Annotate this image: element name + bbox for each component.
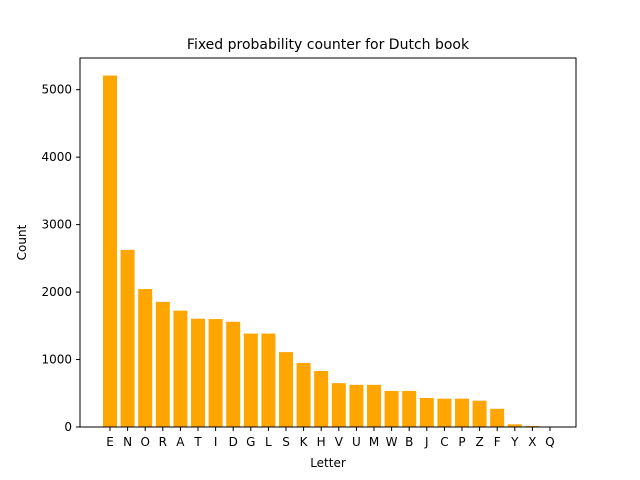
bars-group: [103, 75, 557, 427]
x-axis-label: Letter: [310, 456, 346, 470]
bar-P: [455, 398, 469, 427]
y-tick-label: 3000: [41, 218, 72, 232]
y-axis-label: Count: [15, 224, 29, 260]
x-tick-label: T: [193, 435, 202, 449]
x-tick-label: A: [176, 435, 185, 449]
y-axis-ticks: 0 1000 2000 3000 4000 5000: [41, 83, 80, 434]
x-tick-label: K: [300, 435, 309, 449]
x-tick-label: Q: [545, 435, 554, 449]
x-tick-label: C: [440, 435, 448, 449]
bar-T: [191, 318, 205, 427]
bar-B: [402, 390, 417, 427]
bar-C: [437, 398, 452, 427]
x-tick-label: N: [123, 435, 132, 449]
y-tick-label: 1000: [41, 353, 72, 367]
bar-F: [490, 408, 505, 427]
x-tick-label: B: [405, 435, 413, 449]
y-tick-label: 0: [64, 420, 72, 434]
bar-O: [138, 289, 153, 427]
x-tick-label: X: [528, 435, 536, 449]
x-tick-label: P: [458, 435, 465, 449]
bar-W: [384, 390, 399, 427]
x-tick-label: V: [335, 435, 344, 449]
bar-M: [367, 384, 381, 427]
x-tick-label: G: [246, 435, 255, 449]
y-tick-label: 4000: [41, 150, 72, 164]
x-tick-label: O: [140, 435, 149, 449]
bar-Z: [472, 400, 487, 427]
bar-H: [314, 371, 329, 427]
x-tick-label: M: [369, 435, 379, 449]
bar-R: [155, 301, 170, 427]
y-tick-label: 2000: [41, 285, 72, 299]
bar-J: [419, 397, 434, 427]
bar-G: [243, 333, 258, 427]
bar-I: [208, 319, 223, 427]
bar-L: [261, 333, 276, 427]
x-tick-label: W: [386, 435, 398, 449]
bar-N: [120, 249, 135, 427]
x-tick-label: F: [494, 435, 501, 449]
chart-title: Fixed probability counter for Dutch book: [187, 37, 470, 53]
bar-Y: [507, 424, 522, 427]
y-tick-label: 5000: [41, 83, 72, 97]
bar-U: [349, 384, 364, 427]
bar-A: [173, 310, 188, 427]
bar-X: [525, 425, 540, 427]
x-tick-label: Y: [510, 435, 519, 449]
bar-D: [226, 321, 241, 427]
x-tick-label: L: [265, 435, 272, 449]
x-tick-label: U: [352, 435, 361, 449]
x-tick-label: Z: [475, 435, 483, 449]
plot-frame: [79, 57, 577, 428]
bar-K: [296, 362, 311, 427]
bar-S: [279, 352, 293, 427]
x-tick-label: I: [214, 435, 218, 449]
bar-V: [331, 383, 346, 427]
bar-E: [103, 75, 117, 427]
x-tick-label: D: [229, 435, 238, 449]
x-tick-label: H: [317, 435, 326, 449]
x-tick-label: R: [159, 435, 167, 449]
x-tick-label: E: [106, 435, 114, 449]
x-tick-label: J: [424, 435, 429, 449]
x-tick-label: S: [282, 435, 290, 449]
